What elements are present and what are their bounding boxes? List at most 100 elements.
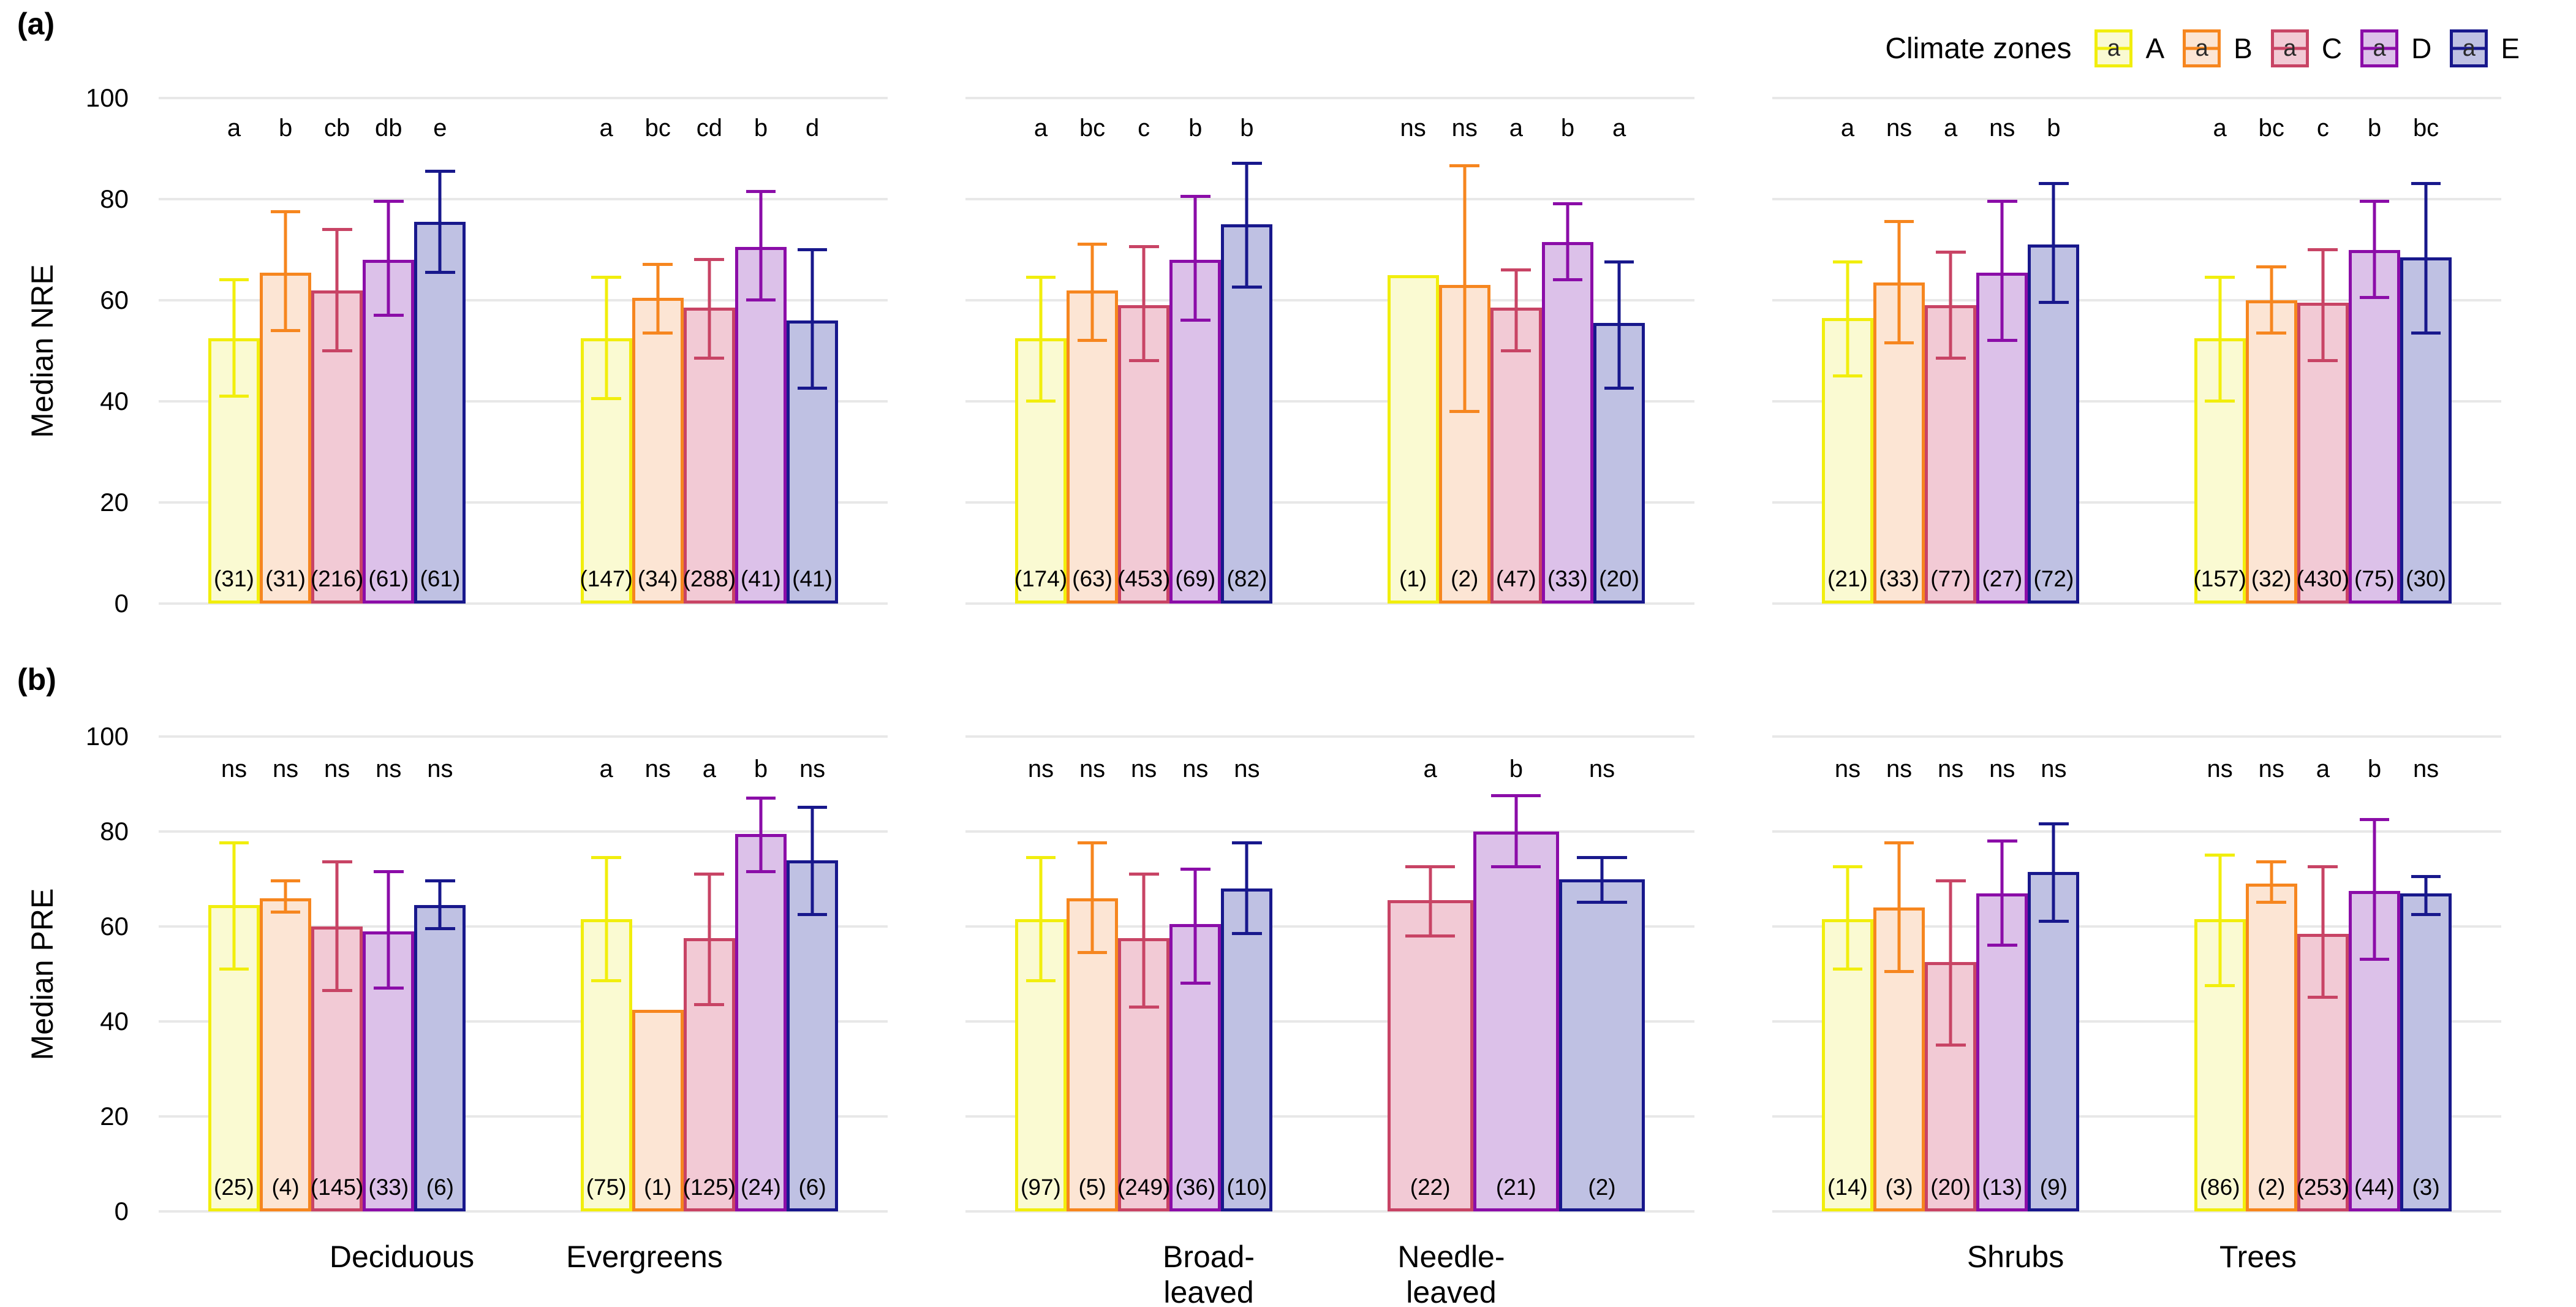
error-bar-cap-bottom [1128, 1005, 1159, 1009]
significance-letter: a [2316, 755, 2330, 782]
error-bar-cap-top [2039, 182, 2069, 186]
significance-letter: ns [1989, 755, 2015, 782]
error-bar-cap-top [1501, 268, 1532, 271]
gridline [159, 735, 888, 738]
significance-letter: bc [2258, 114, 2284, 142]
sample-count-label: (9) [2039, 1175, 2068, 1200]
bar-slot: ns (145) [311, 737, 363, 1211]
sample-count-label: (453) [1117, 566, 1171, 592]
significance-letter: b [2367, 114, 2382, 142]
gridline [159, 1210, 888, 1213]
error-bar-cap-top [425, 879, 455, 883]
error-bar-line [1039, 277, 1043, 401]
bar-zone-e [2028, 244, 2080, 604]
bar-zone-d [735, 247, 787, 604]
significance-letter: ns [1886, 755, 1913, 782]
panel-a-tag: (a) [17, 7, 55, 41]
legend-item-zone-c: a C [2270, 29, 2342, 67]
significance-letter: ns [324, 755, 350, 782]
sample-count-label: (41) [741, 566, 781, 592]
error-bar-cap-top [1832, 260, 1863, 264]
error-bar-cap-top [1025, 275, 1056, 279]
legend-key-swatch-icon: a [2270, 29, 2309, 67]
bar-slot: ns (20) [1925, 737, 1977, 1211]
bar-group: ns (97) ns (5) ns (249) ns (36) ns (10) [1014, 737, 1273, 1211]
legend-key-crossbar-icon [2098, 47, 2130, 50]
significance-letter: ns [1588, 755, 1615, 782]
gridline [965, 925, 1694, 928]
error-bar-cap-bottom [2411, 912, 2441, 916]
gridline [159, 198, 888, 200]
significance-letter: b [2047, 114, 2061, 142]
significance-letter: a [1033, 114, 1048, 142]
bar-zone-b [2245, 300, 2297, 604]
panel-b-tag: (b) [17, 662, 56, 697]
error-bar-cap-bottom [1491, 865, 1541, 869]
facet-panel: a (31) b (31) cb (216) db (61) e (61) a (147) bc (34)… [159, 97, 888, 605]
error-bar-cap-bottom [746, 869, 776, 873]
significance-letter: d [805, 114, 820, 142]
y-tick-label: 60 [100, 286, 129, 314]
gridline [1772, 198, 2501, 200]
bar-zone-e [1593, 323, 1645, 604]
sample-count-label: (47) [1495, 566, 1536, 592]
bar-slot: b (82) [1221, 98, 1273, 604]
bar-slot: ns (3) [1873, 737, 1925, 1211]
error-bar-line [708, 874, 711, 1005]
sample-count-label: (72) [2033, 566, 2074, 592]
bar-slot: b (69) [1169, 98, 1222, 604]
error-bar-cap-bottom [322, 349, 352, 352]
gridline [965, 1210, 1694, 1213]
significance-letter: b [1509, 755, 1523, 782]
bar-zone-a [1387, 275, 1439, 604]
sample-count-label: (41) [792, 566, 833, 592]
significance-letter: ns [1027, 755, 1054, 782]
gridline [159, 830, 888, 833]
gridline [159, 97, 888, 99]
legend-key-crossbar-icon [2186, 47, 2218, 50]
error-bar-cap-bottom [1405, 934, 1456, 938]
x-axis-group-labels: Deciduous Evergreens Broad-leaved Needle-le… [159, 1239, 2501, 1307]
sample-count-label: (21) [1827, 566, 1868, 592]
group-label: Trees [2219, 1240, 2297, 1274]
error-bar-line [438, 881, 442, 929]
significance-letter: ns [1989, 114, 2015, 142]
error-bar-cap-top [1884, 220, 1914, 224]
facet-panel: ns (25) ns (4) ns (145) ns (33) ns (6) a (75) ns (1) a… [159, 735, 888, 1213]
error-bar-line [1039, 857, 1043, 982]
sample-count-label: (6) [426, 1175, 455, 1200]
error-bar-line [759, 191, 763, 300]
y-tick-label: 40 [100, 387, 129, 415]
panels-row-b: ns (25) ns (4) ns (145) ns (33) ns (6) a (75) ns (1) a… [159, 735, 2501, 1213]
significance-letter: a [599, 755, 613, 782]
error-bar-line [1463, 166, 1467, 412]
bar-slot: ns (1) [1387, 98, 1439, 604]
panel-a-row: (a) Median NRE 0 20 40 60 80 100 a (31) b (31) cb… [17, 7, 2501, 618]
bar-slot: b (31) [260, 98, 312, 604]
y-tick-label: 0 [114, 589, 129, 618]
legend-label: E [2501, 32, 2520, 64]
gridline [1772, 299, 2501, 301]
error-bar-cap-bottom [322, 988, 352, 992]
gridline [159, 299, 888, 301]
bar-group: a (157) bc (32) c (430) b (75) bc (30) [2193, 98, 2452, 604]
sample-count-label: (4) [271, 1175, 300, 1200]
significance-letter: ns [1400, 114, 1426, 142]
significance-letter: ns [1131, 755, 1157, 782]
y-axis-title-nre: Median NRE [25, 263, 59, 438]
gridline [1772, 501, 2501, 504]
error-bar-line [2373, 819, 2376, 960]
error-bar-cap-bottom [1128, 359, 1159, 362]
significance-letter: b [754, 114, 768, 142]
bar-zone-d [1169, 924, 1222, 1211]
bar-zone-d [2348, 249, 2401, 604]
gridline [965, 602, 1694, 605]
error-bar-line [605, 857, 608, 982]
significance-letter: a [1944, 114, 1958, 142]
error-bar-cap-bottom [373, 313, 404, 317]
bar-slot: bc (34) [632, 98, 684, 604]
gridline [159, 501, 888, 504]
sample-count-label: (61) [368, 566, 409, 592]
gridline [965, 735, 1694, 738]
significance-letter: db [375, 114, 402, 142]
